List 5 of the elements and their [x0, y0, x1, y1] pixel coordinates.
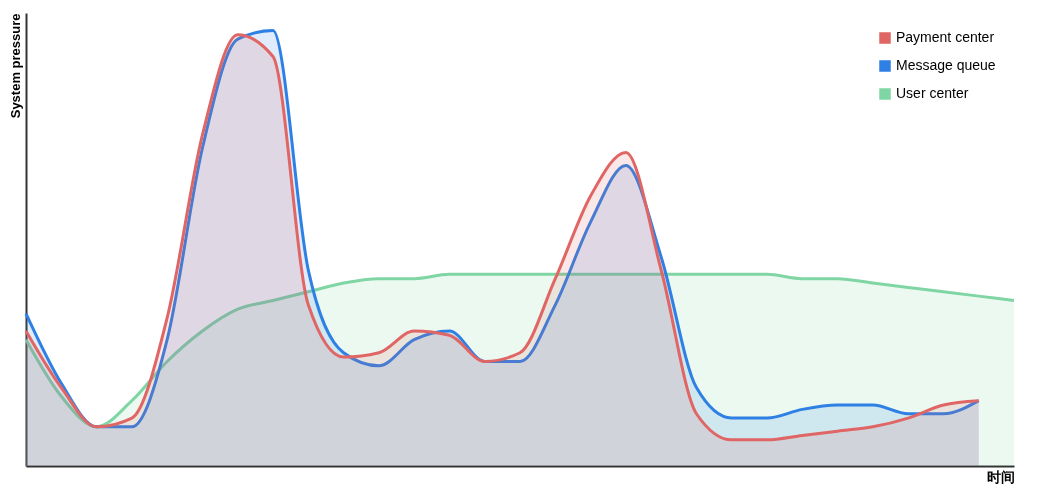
legend-label: Payment center — [896, 29, 995, 45]
y-axis-title: System pressure — [7, 13, 23, 119]
legend-label: User center — [896, 85, 969, 101]
x-axis-title: 时间 — [986, 468, 1015, 485]
legend-label: Message queue — [896, 57, 996, 73]
